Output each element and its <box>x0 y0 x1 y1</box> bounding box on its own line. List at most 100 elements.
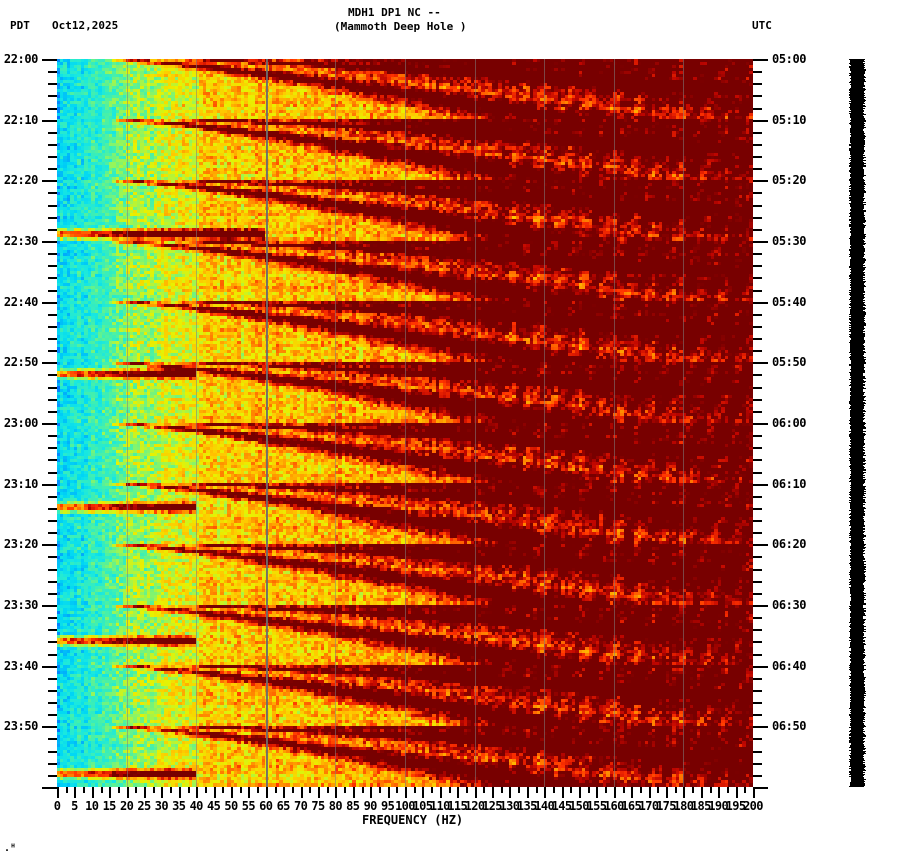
time-label-utc: 05:30 <box>772 234 807 248</box>
spectrogram-plot[interactable] <box>57 59 753 787</box>
freq-tick-major <box>700 787 703 798</box>
time-tick-minor-right <box>753 313 762 316</box>
time-tick-minor-left <box>48 762 57 765</box>
time-tick-minor-right <box>753 738 762 741</box>
freq-tick-minor <box>274 787 277 793</box>
time-tick-minor-right <box>753 556 762 559</box>
freq-tick-major <box>196 787 199 798</box>
time-tick-minor-right <box>753 617 762 620</box>
freq-tick-minor <box>222 787 225 793</box>
time-tick-minor-right <box>753 168 762 171</box>
time-tick-minor-left <box>48 265 57 268</box>
freq-tick-minor <box>744 787 747 793</box>
freq-tick-major <box>370 787 373 798</box>
freq-tick-minor <box>344 787 347 793</box>
freq-tick-major <box>457 787 460 798</box>
freq-tick-major <box>753 787 755 798</box>
freq-tick-minor <box>65 787 68 793</box>
freq-label: 35 <box>172 799 186 813</box>
time-label-utc: 05:10 <box>772 112 807 127</box>
time-tick-minor-left <box>48 653 57 656</box>
freq-tick-major <box>526 787 529 798</box>
time-tick-minor-left <box>48 398 57 401</box>
freq-label: 40 <box>189 799 204 813</box>
freq-tick-minor <box>187 787 190 793</box>
time-tick-minor-left <box>48 253 57 256</box>
time-tick-minor-left <box>48 374 57 377</box>
time-tick-minor-right <box>753 750 762 753</box>
time-tick-minor-left <box>48 677 57 680</box>
freq-label: 45 <box>206 799 221 813</box>
time-tick-minor-left <box>48 204 57 207</box>
freq-tick-major <box>144 787 146 798</box>
time-tick-minor-right <box>753 689 762 692</box>
time-tick-minor-right <box>753 568 762 571</box>
time-tick-major-right <box>753 241 768 243</box>
freq-tick-minor <box>500 787 503 793</box>
time-tick-minor-left <box>48 532 57 535</box>
time-tick-minor-right <box>753 398 762 401</box>
freq-tick-minor <box>692 787 695 793</box>
freq-label: 165 <box>621 799 642 813</box>
time-tick-minor-right <box>753 83 762 86</box>
freq-tick-major <box>352 787 355 798</box>
time-tick-minor-left <box>48 313 57 316</box>
freq-tick-minor <box>622 787 625 793</box>
freq-tick-minor <box>396 787 399 793</box>
time-label-pdt: 23:30 <box>3 598 39 612</box>
time-tick-minor-right <box>753 714 762 717</box>
time-tick-major-right <box>753 605 768 607</box>
freq-label: 125 <box>482 799 502 813</box>
time-tick-major-right <box>753 726 768 729</box>
freq-tick-major <box>248 787 251 798</box>
freq-tick-major <box>231 787 233 798</box>
time-label-pdt: 23:10 <box>3 476 39 491</box>
freq-tick-minor <box>726 787 729 793</box>
freq-tick-major <box>561 787 564 798</box>
freq-tick-minor <box>170 787 173 793</box>
time-tick-major-right <box>753 665 768 668</box>
time-tick-minor-left <box>48 750 57 753</box>
freq-tick-major <box>544 787 547 798</box>
freq-tick-minor <box>361 787 364 793</box>
corner-artifact-mark: .ᴴ <box>4 843 17 854</box>
freq-label: 155 <box>586 799 607 813</box>
freq-tick-major <box>57 787 59 798</box>
freq-tick-minor <box>552 787 555 793</box>
freq-tick-major <box>91 787 94 798</box>
time-tick-major-right <box>753 787 768 789</box>
freq-label: 110 <box>429 799 450 813</box>
time-tick-minor-left <box>48 95 57 98</box>
time-label-pdt: 23:00 <box>3 416 39 430</box>
time-tick-minor-right <box>753 143 762 146</box>
time-label-utc: 06:10 <box>772 476 807 491</box>
time-tick-minor-right <box>753 520 762 523</box>
freq-tick-major <box>318 787 320 798</box>
time-tick-minor-right <box>753 253 762 256</box>
station-name-title: (Mammoth Deep Hole ) <box>334 20 467 33</box>
time-tick-minor-right <box>753 435 762 438</box>
time-tick-minor-right <box>753 386 762 389</box>
time-tick-minor-left <box>48 192 57 195</box>
time-tick-minor-left <box>48 277 57 280</box>
time-tick-minor-left <box>48 689 57 692</box>
freq-tick-major <box>405 787 407 798</box>
freq-tick-minor <box>378 787 381 793</box>
time-axis-pdt: 22:00 22:10 22:20 22:30 22:40 22:50 23:00 23:10… <box>0 52 57 789</box>
time-tick-major-right <box>753 59 768 61</box>
time-tick-minor-right <box>753 532 762 535</box>
time-label-pdt: 22:00 <box>3 52 39 66</box>
time-tick-major-right <box>753 544 768 547</box>
time-label-utc: 05:20 <box>772 173 807 188</box>
time-tick-minor-right <box>753 325 762 328</box>
freq-tick-minor <box>465 787 468 793</box>
freq-tick-major <box>666 787 668 798</box>
time-label-utc: 05:00 <box>772 52 807 66</box>
time-tick-minor-right <box>753 71 762 74</box>
time-tick-major-left <box>42 665 57 668</box>
freq-tick-minor <box>605 787 608 793</box>
time-tick-minor-left <box>48 350 57 353</box>
freq-label: 195 <box>725 799 746 813</box>
frequency-axis: 0 5 10 15 20 25 30 35 40 45 50 55 60 65 70 75 80 85 90 95 10… <box>54 787 764 827</box>
time-tick-minor-left <box>48 774 57 777</box>
